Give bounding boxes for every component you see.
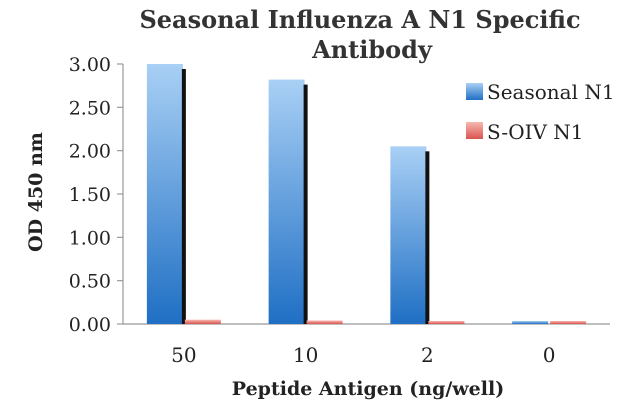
legend-label-seasonal-n1: Seasonal N1 — [487, 80, 615, 104]
x-tick-label: 0 — [543, 343, 556, 367]
y-tick-label: 0.00 — [69, 314, 111, 336]
bar-s-oiv-n1-10 — [306, 320, 343, 324]
bar-seasonal-n1-0 — [512, 321, 549, 324]
bar-shadow — [181, 69, 186, 324]
bars — [146, 64, 587, 324]
bar-s-oiv-n1-0 — [550, 321, 587, 324]
bar-seasonal-n1-2 — [390, 146, 427, 324]
y-tick-label: 2.00 — [69, 141, 111, 163]
bar-shadow — [303, 84, 308, 324]
x-axis: 50 10 2 0 — [123, 323, 610, 367]
y-tick-label: 1.00 — [69, 227, 111, 249]
bar-shadow — [425, 151, 430, 324]
y-tick-label: 1.50 — [69, 184, 111, 206]
chart-title-line-2: Antibody — [311, 35, 433, 64]
bar-seasonal-n1-50 — [146, 64, 183, 324]
x-tick-label: 2 — [421, 343, 434, 367]
y-tick-label: 0.50 — [69, 271, 111, 293]
bar-s-oiv-n1-2 — [428, 321, 465, 324]
x-tick-label: 50 — [171, 343, 196, 367]
y-axis: 0.00 0.50 1.00 1.50 2.00 2.50 3.00 — [69, 54, 124, 336]
y-tick-label: 2.50 — [69, 97, 111, 119]
legend-swatch-seasonal-n1 — [466, 83, 483, 100]
y-axis-title: OD 450 nm — [25, 132, 47, 252]
x-tick-label: 10 — [293, 343, 318, 367]
legend-swatch-s-oiv-n1 — [466, 122, 483, 139]
legend-label-s-oiv-n1: S-OIV N1 — [487, 120, 584, 144]
bar-seasonal-n1-10 — [268, 79, 305, 324]
legend: Seasonal N1 S-OIV N1 — [466, 80, 615, 144]
x-axis-title: Peptide Antigen (ng/well) — [232, 378, 504, 400]
bar-s-oiv-n1-50 — [184, 319, 221, 324]
chart-title-line-1: Seasonal Influenza A N1 Specific — [139, 5, 580, 34]
y-tick-label: 3.00 — [69, 54, 111, 76]
